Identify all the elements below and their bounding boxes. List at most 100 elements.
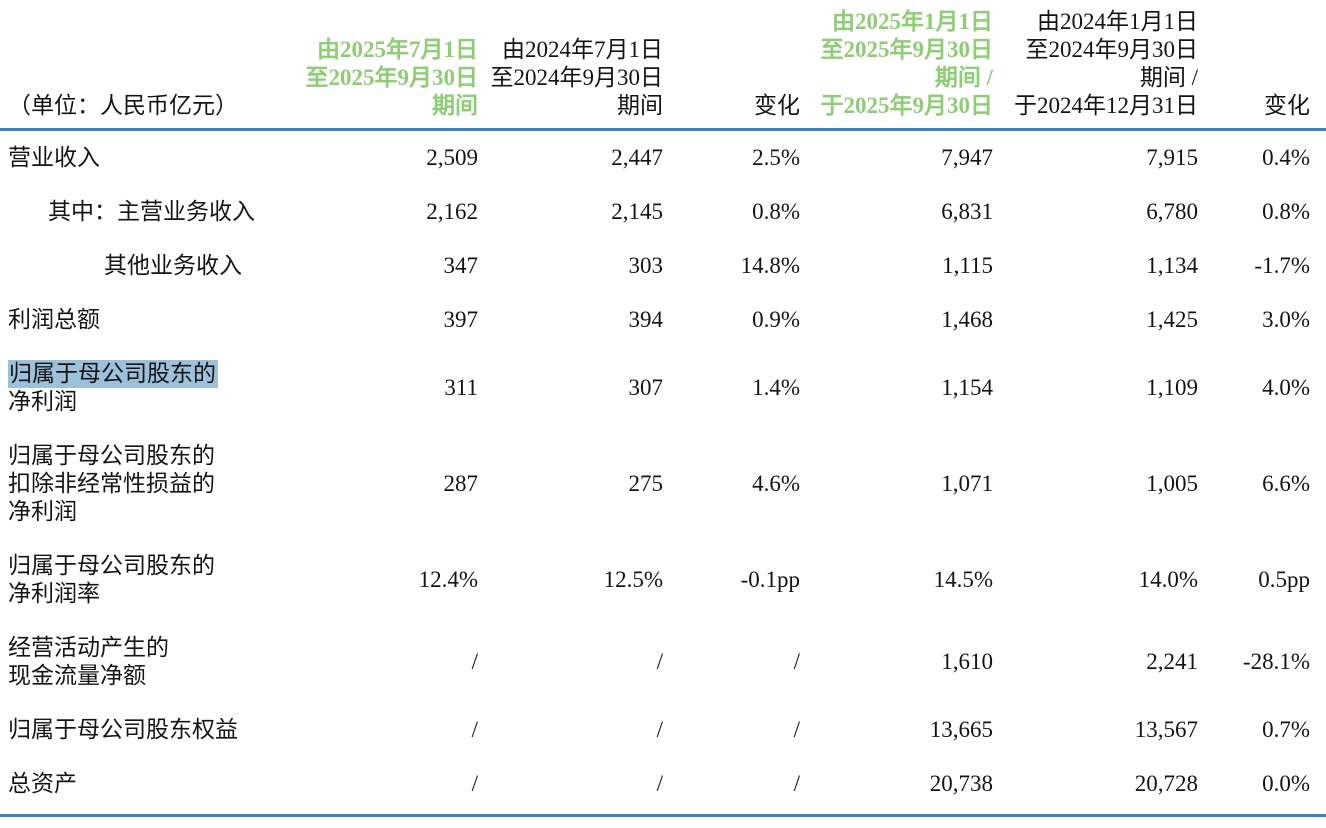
table-row-net-profit-to-parent: 归属于母公司股东的 净利润 311 307 1.4% 1,154 1,109 4… [0,347,1326,429]
cell-q3-2025: 311 [444,375,478,400]
cell-change-qoq: 2.5% [752,145,800,170]
row-spacer [1310,239,1326,293]
cell-q3-2024: / [656,717,663,742]
col-header-ytd-2025: 由2025年1月1日 至2025年9月30日 期间 / 于2025年9月30日 [800,8,993,131]
cell-ytd-2025: 1,071 [941,471,993,496]
cell-ytd-2024: 14.0% [1138,567,1198,592]
cell-change-qoq: 1.4% [752,375,800,400]
cell-q3-2024: 303 [628,253,664,278]
row-spacer [1310,703,1326,757]
row-spacer [1310,757,1326,817]
cell-change-yoy: 6.6% [1262,471,1310,496]
row-label: 归属于母公司股东的 扣除非经常性损益的 净利润 [8,443,215,524]
text-selection-highlight: 归属于母公司股东的 [8,360,218,388]
cell-change-yoy: 0.4% [1262,145,1310,170]
row-spacer [1310,429,1326,539]
table-row-main-business-revenue: 其中：主营业务收入 2,162 2,145 0.8% 6,831 6,780 0… [0,185,1326,239]
row-label: 营业收入 [8,145,100,170]
cell-change-yoy: 0.0% [1198,757,1310,817]
row-label: 总资产 [0,757,300,817]
header-row: （单位：人民币亿元） 由2025年7月1日 至2025年9月30日 期间 由20… [0,8,1326,131]
cell-ytd-2024: 2,241 [1146,649,1198,674]
cell-change-yoy: 3.0% [1262,307,1310,332]
row-spacer [1310,185,1326,239]
table-row-revenue: 营业收入 2,509 2,447 2.5% 7,947 7,915 0.4% [0,130,1326,186]
financial-summary-table: （单位：人民币亿元） 由2025年7月1日 至2025年9月30日 期间 由20… [0,8,1326,817]
row-label: 经营活动产生的 现金流量净额 [8,635,169,688]
cell-q3-2025: / [471,717,478,742]
cell-change-qoq: 0.9% [752,307,800,332]
cell-q3-2025: / [471,649,478,674]
cell-q3-2024: 394 [628,307,664,332]
cell-ytd-2024: 1,425 [1146,307,1198,332]
cell-ytd-2025: 1,115 [942,253,993,278]
cell-ytd-2024: 1,134 [1146,253,1198,278]
col-header-ytd-2024: 由2024年1月1日 至2024年9月30日 期间 / 于2024年12月31日 [993,8,1198,131]
col-header-q3-2025: 由2025年7月1日 至2025年9月30日 期间 [300,8,478,131]
cell-ytd-2024: 6,780 [1146,199,1198,224]
row-label: 归属于母公司股东的 净利润 [8,360,218,414]
table-row-total-assets: 总资产 / / / 20,738 20,728 0.0% [0,757,1326,817]
header-spacer [1310,8,1326,131]
cell-ytd-2025: 20,738 [800,757,993,817]
cell-q3-2024: / [656,649,663,674]
table-row-net-profit-margin: 归属于母公司股东的 净利润率 12.4% 12.5% -0.1pp 14.5% … [0,539,1326,621]
table-row-operating-cash-flow: 经营活动产生的 现金流量净额 / / / 1,610 2,241 -28.1% [0,621,1326,703]
row-spacer [1310,621,1326,703]
cell-ytd-2025: 13,665 [929,717,993,742]
cell-ytd-2024: 1,109 [1146,375,1198,400]
col-header-change-yoy: 变化 [1198,8,1310,131]
row-label: 归属于母公司股东权益 [8,717,238,742]
cell-ytd-2025: 6,831 [941,199,993,224]
table-row-net-profit-excl-nonrecurring: 归属于母公司股东的 扣除非经常性损益的 净利润 287 275 4.6% 1,0… [0,429,1326,539]
cell-change-yoy: 0.5pp [1258,567,1310,592]
cell-ytd-2025: 1,154 [941,375,993,400]
row-label: 其中：主营业务收入 [48,199,255,224]
cell-q3-2024: 12.5% [603,567,663,592]
cell-ytd-2025: 1,468 [941,307,993,332]
cell-change-qoq: / [793,717,800,742]
cell-change-yoy: -1.7% [1254,253,1310,278]
cell-change-qoq: / [663,757,800,817]
row-label: 利润总额 [8,307,100,332]
cell-change-yoy: 0.8% [1262,199,1310,224]
cell-change-yoy: 4.0% [1262,375,1310,400]
row-spacer [1310,347,1326,429]
cell-q3-2024: 307 [628,375,664,400]
cell-ytd-2024: 7,915 [1146,145,1198,170]
cell-ytd-2024: 20,728 [993,757,1198,817]
cell-ytd-2025: 7,947 [941,145,993,170]
cell-change-qoq: / [793,649,800,674]
cell-change-qoq: 14.8% [740,253,800,278]
row-spacer [1310,130,1326,186]
cell-ytd-2024: 1,005 [1146,471,1198,496]
cell-q3-2025: 347 [443,253,479,278]
cell-q3-2024: 2,447 [611,145,663,170]
cell-ytd-2024: 13,567 [1134,717,1198,742]
cell-change-yoy: 0.7% [1262,717,1310,742]
row-label: 归属于母公司股东的 净利润率 [8,553,215,606]
cell-q3-2025: 2,162 [426,199,478,224]
cell-q3-2024: 275 [628,471,664,496]
cell-q3-2025: / [300,757,478,817]
row-spacer [1310,539,1326,621]
cell-q3-2025: 12.4% [418,567,478,592]
cell-change-yoy: -28.1% [1242,649,1310,674]
cell-q3-2025: 287 [443,471,479,496]
cell-change-qoq: 0.8% [752,199,800,224]
row-spacer [1310,293,1326,347]
row-label: 其他业务收入 [104,253,242,278]
cell-ytd-2025: 1,610 [941,649,993,674]
cell-q3-2024: / [478,757,663,817]
table-row-other-business-revenue: 其他业务收入 347 303 14.8% 1,115 1,134 -1.7% [0,239,1326,293]
cell-q3-2025: 397 [443,307,479,332]
cell-change-qoq: 4.6% [752,471,800,496]
table-row-total-profit: 利润总额 397 394 0.9% 1,468 1,425 3.0% [0,293,1326,347]
cell-q3-2025: 2,509 [426,145,478,170]
cell-q3-2024: 2,145 [611,199,663,224]
col-header-q3-2024: 由2024年7月1日 至2024年9月30日 期间 [478,8,663,131]
table-row-equity-to-parent: 归属于母公司股东权益 / / / 13,665 13,567 0.7% [0,703,1326,757]
col-header-change-qoq: 变化 [663,8,800,131]
cell-change-qoq: -0.1pp [740,567,800,592]
